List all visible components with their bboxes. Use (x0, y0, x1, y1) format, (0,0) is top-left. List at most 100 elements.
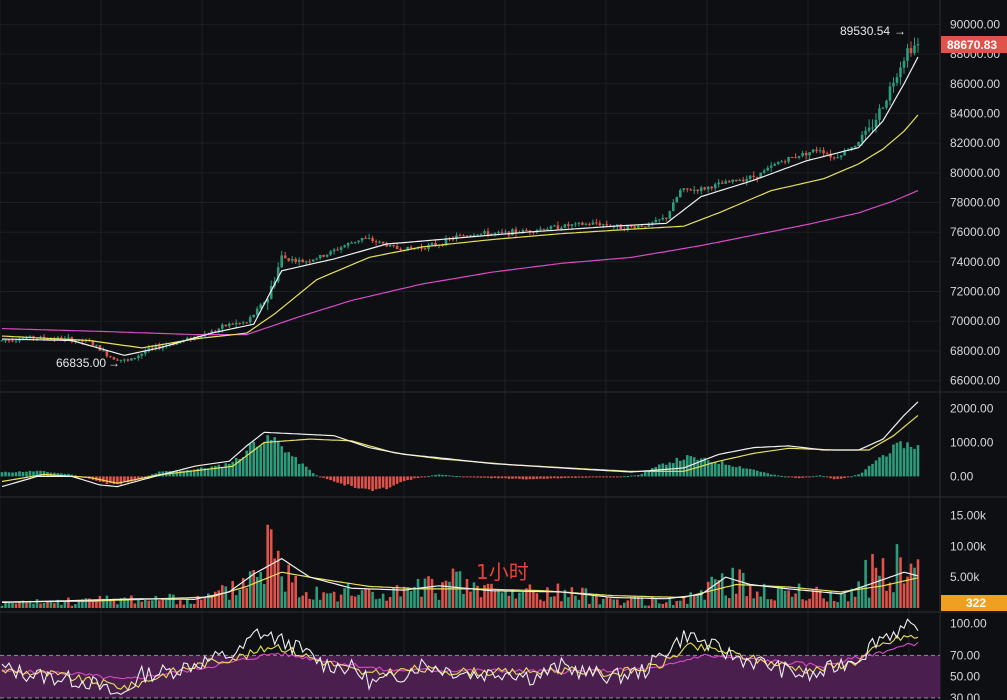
volume-bar (217, 590, 221, 608)
candle-body (248, 317, 252, 323)
volume-bar (881, 558, 885, 608)
macd-hist-bar (151, 474, 154, 477)
candle-body (241, 322, 245, 324)
ma-fast-line (1, 56, 919, 356)
candle-body (294, 259, 297, 262)
candle-body (200, 336, 203, 338)
candle-body (367, 238, 371, 240)
macd-hist-bar (906, 442, 909, 477)
volume-bar (885, 590, 888, 608)
macd-hist-bar (888, 453, 892, 477)
price-candles[interactable] (0, 37, 920, 363)
y-tick-label: 50.00 (950, 670, 980, 684)
macd-hist-bar (801, 476, 804, 478)
macd-hist-bar (186, 469, 189, 477)
candle-body (360, 237, 364, 241)
candle-body (888, 86, 892, 101)
volume-bar (102, 598, 105, 608)
volume-bar (892, 592, 895, 608)
last-volume-badge-bg (941, 595, 1007, 611)
volume-bar (553, 596, 556, 608)
candle-body (818, 150, 822, 152)
candle-body (245, 322, 248, 324)
macd-dea-line (1, 414, 919, 484)
volume-bar (507, 595, 511, 608)
candle-body (570, 224, 574, 226)
candle-body (224, 324, 228, 327)
last-volume-value: 322 (966, 596, 986, 610)
macd-hist-bar (276, 440, 280, 477)
volume-bar (406, 587, 409, 608)
candle-body (741, 179, 745, 182)
volume-bar (269, 529, 273, 608)
volume-bar (112, 598, 116, 608)
volume-bar (245, 588, 248, 608)
macd-hist-bar (574, 476, 577, 478)
candle-body (633, 226, 637, 228)
macd-hist-bar (857, 474, 860, 477)
volume-bar (864, 559, 867, 608)
candle-body (783, 161, 787, 163)
candle-body (710, 186, 713, 189)
last-price-value: 88670.83 (947, 38, 997, 52)
volume-bar (290, 582, 294, 608)
candle-body (172, 344, 175, 346)
volume-bar (486, 583, 490, 608)
candle-body (574, 223, 577, 225)
volume-bar (193, 603, 196, 608)
volume-bar (644, 605, 647, 608)
candle-body (612, 226, 616, 228)
volume-bar (567, 597, 570, 608)
candle-body (353, 241, 357, 243)
volume-bar (273, 558, 276, 608)
volume-bar (339, 594, 343, 608)
candle-body (542, 228, 546, 230)
candle-body (420, 247, 423, 249)
volume-bar (539, 599, 542, 608)
macd-hist-bar (717, 463, 720, 477)
macd-hist-bar (836, 476, 839, 479)
candle-body (878, 108, 881, 120)
volume-bar (804, 600, 808, 608)
candle-body (0, 340, 4, 342)
candle-body (776, 162, 780, 164)
volume-bar (67, 597, 70, 608)
candle-body (794, 157, 797, 159)
macd-hist-bar (203, 468, 207, 477)
volume-bar (741, 572, 745, 608)
volume-bar (437, 599, 441, 608)
candle-body (336, 249, 339, 251)
volume-bar (158, 600, 161, 608)
candle-body (577, 222, 581, 224)
grid (0, 0, 941, 700)
candle-body (493, 232, 497, 234)
macd-hist-bar (542, 476, 546, 479)
volume-bar (787, 590, 790, 608)
candle-body (329, 251, 332, 255)
volume-bar (476, 585, 479, 608)
macd-hist-bar (647, 470, 651, 477)
candle-body (137, 355, 140, 358)
candle-body (221, 324, 224, 329)
macd-hist-bar (311, 473, 315, 477)
candle-body (290, 259, 294, 261)
price-y-axis: 90000.0088000.0086000.0084000.0082000.00… (950, 17, 1000, 387)
y-tick-label: 74000.00 (950, 255, 1000, 269)
volume-bar (832, 601, 836, 608)
macd-hist-bar (297, 463, 301, 477)
candle-body (696, 189, 699, 192)
candle-body (214, 331, 217, 332)
candle-body (825, 153, 829, 155)
macd-hist-bar (500, 476, 504, 479)
volume-bar (734, 593, 738, 608)
volume-bar (581, 587, 584, 608)
candle-body (381, 241, 385, 244)
candle-body (301, 259, 304, 263)
candle-body (755, 176, 759, 179)
volume-bar (542, 601, 546, 608)
macd-hist-bar (794, 476, 797, 478)
macd-hist-bar (577, 476, 581, 478)
volume-bar (619, 605, 623, 608)
volume-bar (633, 595, 637, 608)
